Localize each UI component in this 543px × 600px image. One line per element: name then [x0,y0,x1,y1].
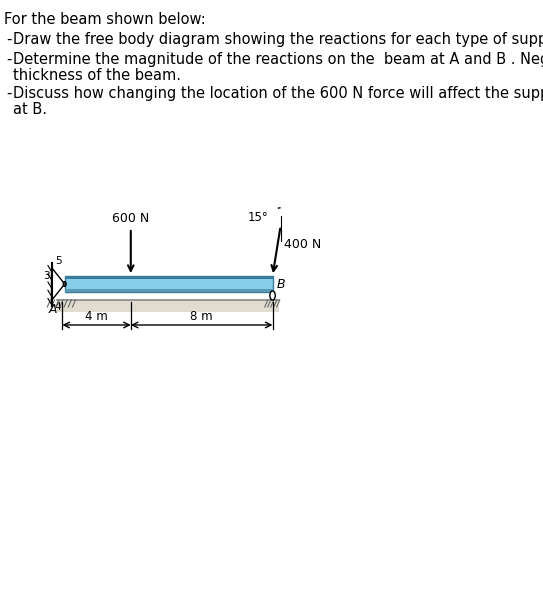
Text: 15°: 15° [248,211,269,224]
Text: Determine the magnitude of the reactions on the  beam at A and B . Neglect the: Determine the magnitude of the reactions… [13,52,543,67]
Text: Draw the free body diagram showing the reactions for each type of supports: Draw the free body diagram showing the r… [13,32,543,47]
Text: -: - [6,52,11,67]
Bar [65,289,273,292]
Text: A: A [48,303,57,316]
Text: thickness of the beam.: thickness of the beam. [13,68,181,83]
Text: -: - [6,86,11,101]
Text: 8 m: 8 m [191,310,213,323]
Text: 4: 4 [55,301,61,311]
Polygon shape [52,268,65,301]
Bar [65,276,273,279]
Bar [57,300,279,312]
Text: B: B [277,277,286,290]
Text: 600 N: 600 N [112,212,149,225]
Text: 5: 5 [55,256,61,265]
Text: Discuss how changing the location of the 600 N force will affect the support rea: Discuss how changing the location of the… [13,86,543,101]
Circle shape [63,281,66,286]
Text: at B.: at B. [13,102,47,117]
Circle shape [270,291,275,300]
Bar [65,276,273,292]
Text: 3: 3 [43,271,50,281]
Text: -: - [6,32,11,47]
Text: 4 m: 4 m [85,310,108,323]
Text: 400 N: 400 N [283,238,321,251]
Text: For the beam shown below:: For the beam shown below: [4,12,206,27]
